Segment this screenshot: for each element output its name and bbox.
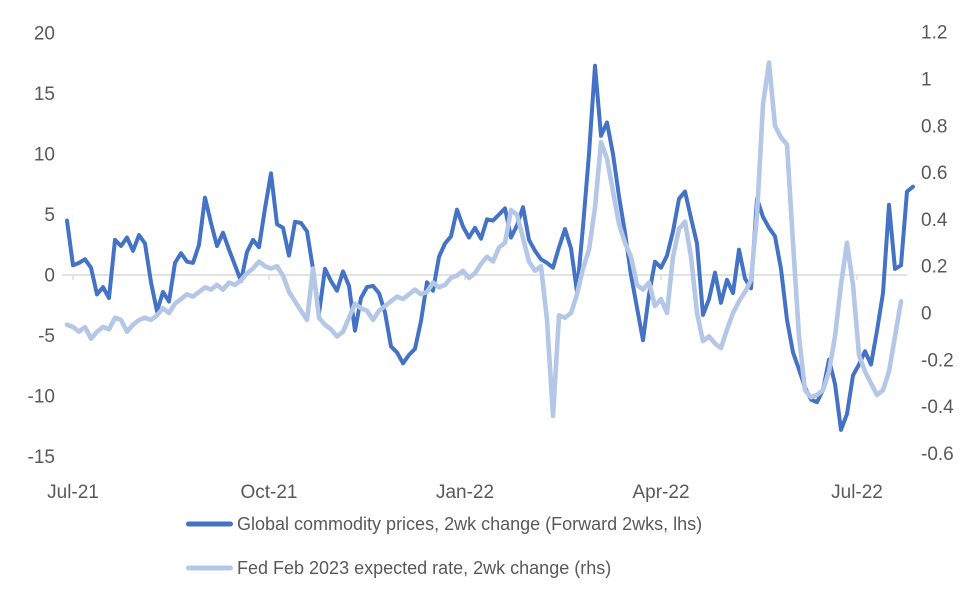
- series-line-fed-expected-rate: [64, 60, 904, 419]
- right-axis-tick-label: -0.2: [921, 350, 954, 371]
- left-axis-tick-label: -15: [28, 447, 55, 468]
- right-axis-tick-label: 0: [921, 304, 932, 325]
- left-axis-tick-label: 0: [44, 266, 55, 287]
- right-axis-tick-label: 0.6: [921, 163, 947, 184]
- right-axis-tick-label: 1.2: [921, 23, 947, 44]
- left-axis-tick-label: 20: [34, 24, 55, 45]
- legend-label: Global commodity prices, 2wk change (For…: [237, 514, 702, 534]
- right-axis-tick-label: 0.2: [921, 257, 947, 278]
- series-line-commodity-prices: [65, 63, 915, 432]
- left-axis-tick-label: 15: [34, 84, 55, 105]
- x-axis-tick-label: Jan-22: [436, 482, 494, 503]
- right-axis-tick-label: 0.4: [921, 210, 948, 231]
- left-axis-tick-label: -10: [28, 387, 55, 408]
- left-axis-tick-label: 5: [44, 205, 55, 226]
- right-axis-tick-label: 1: [921, 70, 932, 91]
- x-axis-tick-label: Jul-22: [831, 482, 883, 503]
- right-axis-tick-label: 0.8: [921, 116, 947, 137]
- legend-item: Fed Feb 2023 expected rate, 2wk change (…: [186, 558, 611, 578]
- legend-swatch: [186, 565, 233, 571]
- x-axis-tick-label: Jul-21: [47, 482, 99, 503]
- left-axis-tick-label: 10: [34, 145, 55, 166]
- right-axis-tick-label: -0.4: [921, 397, 954, 418]
- legend-swatch: [186, 521, 233, 527]
- legend-item: Global commodity prices, 2wk change (For…: [186, 514, 702, 534]
- x-axis-tick-label: Apr-22: [632, 482, 689, 503]
- right-axis-tick-label: -0.6: [921, 444, 954, 465]
- x-axis-tick-label: Oct-21: [240, 482, 297, 503]
- legend-label: Fed Feb 2023 expected rate, 2wk change (…: [237, 558, 611, 578]
- left-axis-tick-label: -5: [38, 326, 55, 347]
